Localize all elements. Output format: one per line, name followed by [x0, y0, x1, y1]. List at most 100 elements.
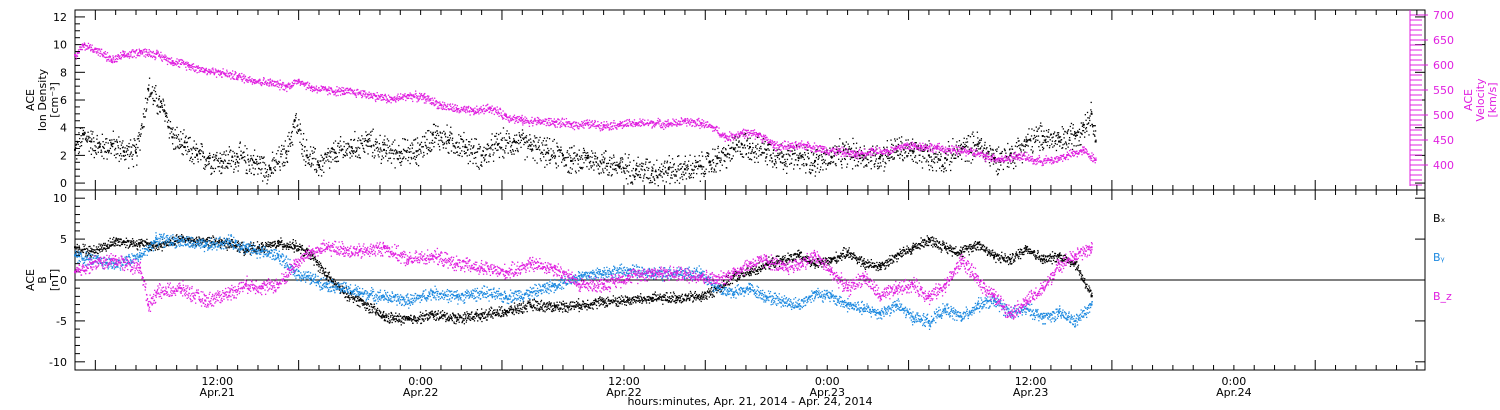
data-dot: [557, 123, 559, 125]
data-dot: [239, 141, 241, 143]
data-dot: [823, 161, 826, 163]
data-dot: [466, 149, 469, 151]
data-dot: [1065, 148, 1067, 150]
data-point: [773, 144, 776, 146]
data-dot: [708, 153, 710, 155]
data-dot: [290, 86, 292, 88]
data-dot: [438, 104, 441, 107]
data-dot: [485, 154, 487, 156]
data-dot: [1054, 142, 1056, 145]
data-dot: [156, 52, 159, 54]
data-dot: [869, 148, 871, 150]
data-dot: [148, 77, 151, 79]
data-dot: [235, 72, 237, 74]
data-dot: [389, 149, 391, 152]
data-dot: [666, 123, 669, 125]
series-#000000: [74, 77, 1097, 187]
data-dot: [493, 107, 495, 110]
data-dot: [172, 133, 175, 135]
data-dot: [126, 53, 128, 55]
data-dot: [394, 149, 397, 151]
data-dot: [286, 153, 288, 156]
data-dot: [292, 123, 294, 125]
data-dot: [198, 71, 200, 73]
data-dot: [345, 143, 347, 145]
data-dot: [926, 144, 928, 146]
data-dot: [666, 160, 669, 162]
data-dot: [120, 56, 123, 59]
data-dot: [422, 96, 424, 98]
data-dot: [852, 137, 854, 140]
data-dot: [263, 77, 265, 79]
data-dot: [434, 137, 436, 139]
data-dot: [515, 120, 518, 122]
data-dot: [447, 141, 450, 143]
data-dot: [144, 116, 146, 118]
data-dot: [120, 58, 122, 60]
data-dot: [124, 154, 127, 157]
data-dot: [92, 50, 94, 52]
data-dot: [570, 125, 573, 127]
data-dot: [216, 159, 219, 161]
data-dot: [192, 147, 194, 149]
data-dot: [533, 120, 535, 122]
data-dot: [110, 60, 112, 62]
data-dot: [282, 161, 285, 163]
data-dot: [156, 105, 158, 107]
data-dot: [401, 158, 404, 160]
data-dot: [304, 164, 307, 166]
data-dot: [610, 126, 612, 128]
data-dot: [415, 97, 418, 99]
data-dot: [412, 94, 414, 96]
top-right-label-2: Velocity: [1474, 78, 1487, 122]
data-dot: [1070, 130, 1072, 132]
data-dot: [129, 153, 131, 156]
data-dot: [425, 102, 427, 104]
data-dot: [266, 84, 268, 86]
data-dot: [957, 156, 960, 158]
data-dot: [781, 152, 783, 154]
data-dot: [883, 148, 886, 150]
data-dot: [383, 143, 385, 146]
data-dot: [901, 142, 903, 144]
data-dot: [363, 148, 365, 150]
data-dot: [358, 147, 361, 149]
data-dot: [586, 154, 588, 157]
data-dot: [420, 150, 422, 152]
data-dot: [836, 146, 838, 148]
data-dot: [595, 125, 597, 127]
data-dot: [928, 140, 930, 142]
data-dot: [108, 150, 110, 153]
data-dot: [933, 153, 935, 155]
data-dot: [1022, 144, 1024, 146]
data-dot: [210, 70, 213, 72]
data-dot: [466, 106, 468, 108]
data-dot: [734, 149, 736, 151]
data-dot: [744, 133, 746, 136]
data-dot: [208, 71, 211, 74]
data-dot: [464, 110, 467, 112]
data-dot: [431, 139, 434, 142]
data-dot: [648, 122, 651, 125]
data-dot: [222, 161, 224, 163]
data-dot: [115, 60, 117, 63]
data-dot: [100, 48, 103, 50]
data-dot: [202, 71, 205, 73]
data-dot: [668, 122, 670, 125]
data-dot: [442, 105, 445, 107]
data-dot: [847, 148, 850, 150]
data-dot: [211, 167, 213, 169]
data-dot: [293, 126, 295, 128]
data-dot: [307, 87, 310, 89]
data-dot: [152, 51, 154, 54]
data-dot: [959, 154, 961, 156]
data-dot: [312, 164, 314, 166]
data-dot: [157, 50, 159, 53]
data-dot: [179, 143, 181, 146]
data-dot: [316, 92, 318, 94]
data-dot: [593, 123, 595, 126]
data-dot: [910, 154, 912, 157]
data-dot: [95, 47, 97, 50]
data-dot: [159, 101, 162, 103]
data-dot: [973, 145, 976, 147]
